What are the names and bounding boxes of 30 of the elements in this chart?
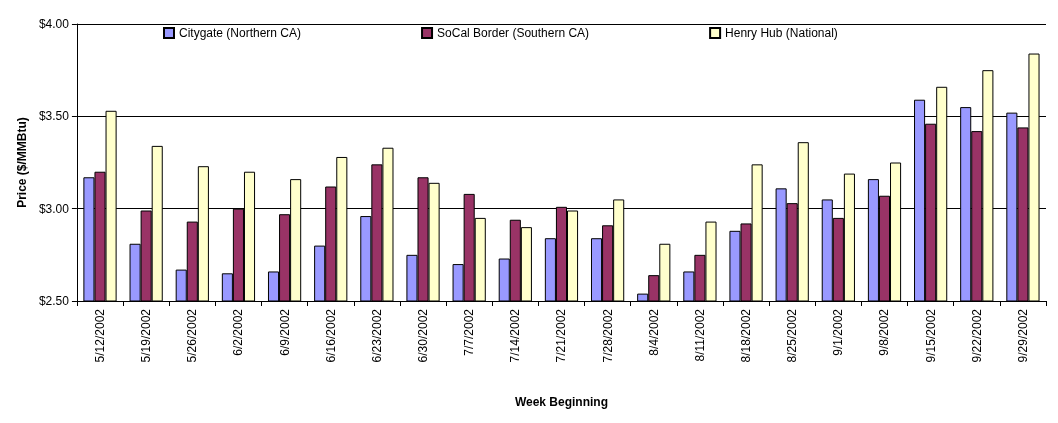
x-tick-label: 6/9/2002: [277, 308, 292, 356]
x-tick-label: 5/19/2002: [139, 308, 154, 363]
x-tick-label: 8/18/2002: [739, 308, 754, 363]
x-tick-label: 5/12/2002: [93, 308, 107, 363]
legend-label: Citygate (Northern CA): [179, 26, 302, 40]
y-tick-label: $4.00: [38, 17, 70, 31]
x-tick-label: 8/25/2002: [785, 308, 800, 363]
x-tick-label: 6/23/2002: [369, 308, 384, 363]
x-tick-label: 6/30/2002: [416, 308, 431, 363]
x-tick-label: 7/7/2002: [462, 308, 477, 356]
x-tick-label: 9/29/2002: [1015, 308, 1030, 363]
y-tick-label: $2.50: [38, 294, 70, 308]
x-tick-label: 6/16/2002: [323, 308, 338, 363]
y-axis-title: Price ($/MMBtu): [15, 117, 29, 208]
x-tick-label: 8/4/2002: [646, 308, 661, 356]
x-tick-label: 9/8/2002: [877, 308, 892, 356]
x-tick-label: 7/28/2002: [600, 308, 615, 363]
x-axis-title: Week Beginning: [514, 395, 609, 409]
x-tick-label: 9/1/2002: [831, 308, 846, 356]
legend-label: Henry Hub (National): [725, 26, 838, 40]
x-tick-label: 9/22/2002: [969, 308, 984, 363]
x-tick-label: 8/11/2002: [692, 308, 707, 362]
legend-label: SoCal Border (Southern CA): [437, 26, 590, 40]
x-tick-label: 7/14/2002: [508, 308, 523, 363]
y-tick-label: $3.00: [38, 201, 70, 216]
x-tick-label: 9/15/2002: [923, 308, 938, 363]
y-tick-label: $3.50: [38, 109, 70, 124]
x-tick-label: 6/2/2002: [231, 308, 246, 356]
x-tick-label: 7/21/2002: [554, 308, 569, 363]
x-tick-label: 5/26/2002: [185, 308, 200, 363]
